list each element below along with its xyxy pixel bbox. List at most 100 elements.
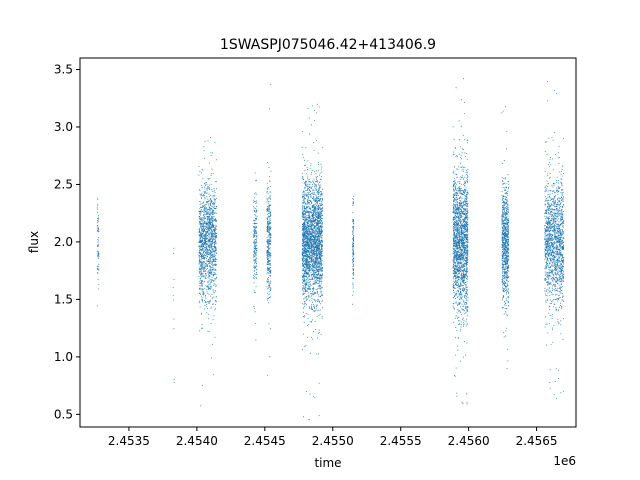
data-point [253,246,255,248]
data-point [315,272,317,273]
data-point [309,393,311,395]
data-point [204,247,206,248]
data-point [214,230,216,232]
data-point [352,212,354,214]
data-point [208,289,210,291]
data-point [199,217,201,219]
data-point [317,227,319,229]
data-point [304,214,306,216]
data-point [304,196,306,198]
data-point [307,292,309,294]
data-point [313,230,315,232]
data-point [305,262,307,264]
data-point [208,301,210,303]
data-point [204,186,206,188]
data-point [311,298,313,299]
data-point [309,206,311,208]
data-point [214,231,216,233]
data-point [303,293,305,295]
data-point [306,223,308,225]
data-point [319,271,321,273]
data-point [313,227,315,229]
data-point [303,217,305,219]
data-point [203,214,204,216]
data-point [256,257,258,259]
data-point [210,244,212,246]
data-point [321,192,323,194]
data-point [210,233,212,235]
data-point [205,192,207,194]
data-point [304,303,306,304]
data-point [319,254,321,256]
data-point [201,192,203,194]
data-point [201,299,203,301]
data-point [201,197,202,199]
data-point [198,263,200,265]
data-point [266,199,268,201]
data-point [267,188,269,190]
data-point [210,247,212,248]
data-point [311,258,313,260]
data-point [268,235,269,237]
data-point [308,215,310,217]
data-point [311,170,313,171]
data-point [206,301,207,303]
data-point [460,277,461,279]
data-point [205,265,207,267]
data-point [207,285,209,287]
data-point [205,243,206,245]
data-point [211,250,213,252]
data-point [205,226,207,228]
data-point [207,219,208,221]
data-point [309,252,311,254]
data-point [316,184,318,186]
data-point [215,248,217,249]
data-point [303,198,305,200]
data-point [322,245,323,247]
data-point [304,297,306,299]
data-point [307,247,309,249]
data-point [205,233,207,235]
data-point [210,287,212,289]
data-point [204,281,206,283]
data-point [302,193,304,195]
data-point [202,292,204,294]
data-point [302,248,304,250]
data-point [267,250,269,252]
data-point [308,180,310,182]
data-point [318,310,320,312]
data-point [319,198,321,200]
data-point [307,241,309,243]
data-point [307,192,309,194]
data-point [318,188,320,190]
data-point [210,243,212,245]
data-point [313,269,315,271]
data-point [266,246,268,248]
data-point [352,227,354,229]
data-point [302,316,304,317]
data-point [201,385,203,387]
data-point [209,275,211,277]
data-point [320,333,322,335]
data-point [200,254,201,256]
data-point [321,198,323,200]
data-point [269,259,271,261]
data-point [267,261,268,263]
data-point [309,255,311,257]
data-point [269,232,271,234]
data-point [98,214,100,216]
data-point [202,219,204,221]
data-point [310,275,312,277]
data-point [311,254,313,256]
data-point [198,241,200,243]
data-point [311,246,313,248]
data-point [315,279,317,281]
data-point [319,182,321,183]
data-point [321,224,323,226]
data-point [314,254,316,256]
data-point [208,293,210,295]
data-point [307,189,309,191]
data-point [305,227,307,229]
data-point [303,287,305,289]
data-point [173,253,175,255]
